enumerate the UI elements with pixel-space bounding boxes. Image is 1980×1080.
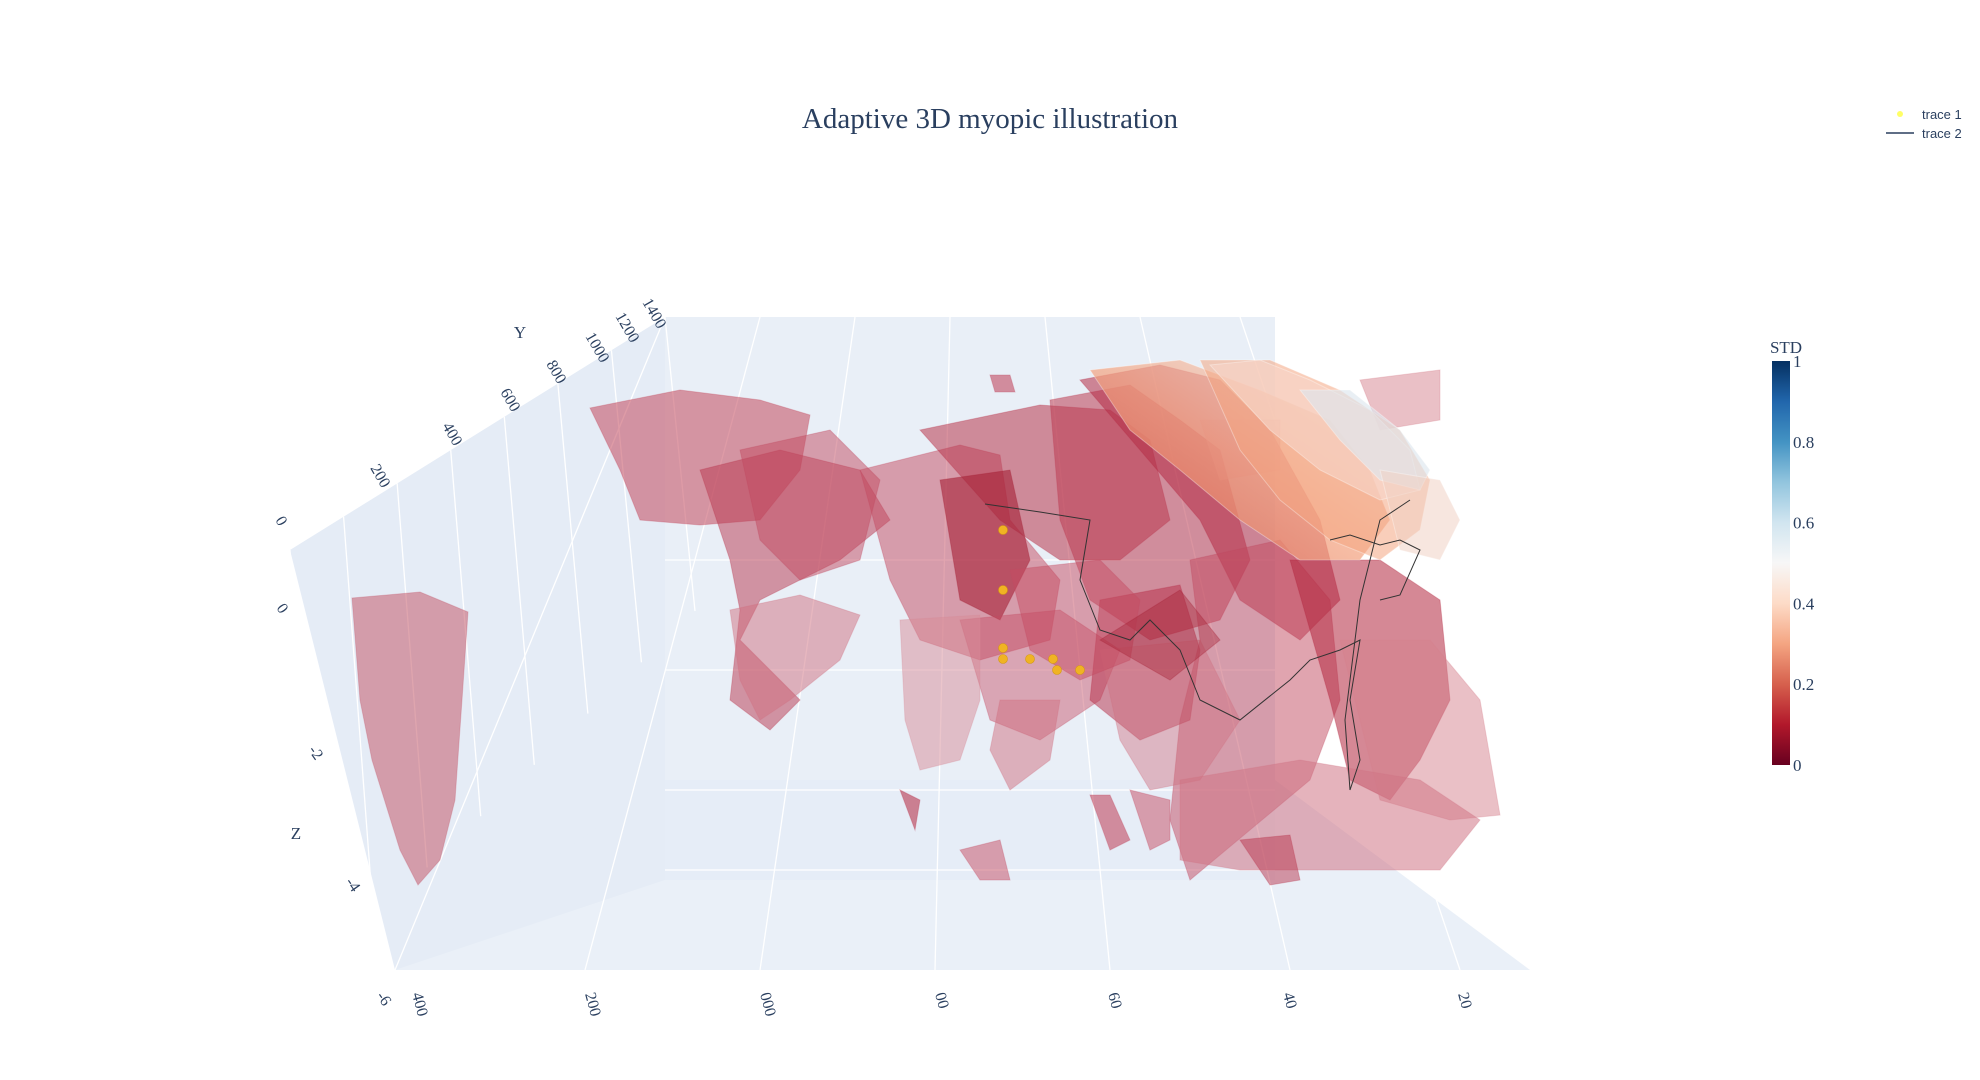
x-tick-label: 000 <box>756 991 779 1019</box>
trace-1-point <box>998 643 1008 653</box>
colorbar-ticks: 0 0.2 0.4 0.6 0.8 1 <box>1793 352 1815 775</box>
legend[interactable]: trace 1 trace 2 <box>1886 107 1962 141</box>
x-tick-label: 40 <box>1279 991 1300 1011</box>
legend-label-trace-1: trace 1 <box>1922 107 1962 122</box>
trace-1-point <box>998 525 1008 535</box>
trace-1-point <box>1052 665 1062 675</box>
isosurface-patch-3 <box>729 594 861 721</box>
y-tick-label: 0 <box>272 514 291 529</box>
legend-marker-icon <box>1897 111 1903 117</box>
isosurface-patch-27 <box>989 374 1016 393</box>
isosurface-patch-19 <box>739 429 881 581</box>
z-axis-title: Z <box>291 824 301 843</box>
trace-1-markers <box>998 525 1085 675</box>
isosurface-patch-17 <box>899 614 981 771</box>
colorbar-tick-label: 0.8 <box>1793 433 1814 452</box>
isosurface-patch-23 <box>1129 789 1171 851</box>
x-axis-ticks: 400 200 000 00 60 40 20 <box>408 991 1475 1019</box>
isosurface-warm-patch-4 <box>1379 469 1461 561</box>
x-tick-label: 20 <box>1454 991 1475 1011</box>
isosurface-patch-22 <box>1089 794 1131 851</box>
y-axis-title: Y <box>514 323 526 342</box>
colorbar-gradient <box>1772 361 1790 765</box>
x-tick-label: 200 <box>581 991 604 1019</box>
chart-title: Adaptive 3D myopic illustration <box>802 103 1179 135</box>
z-tick-label: -4 <box>342 875 364 896</box>
z-tick-label: -2 <box>305 743 327 764</box>
z-tick-label: -6 <box>373 989 395 1010</box>
trace-1-point <box>998 654 1008 664</box>
grid-line-y-6 <box>610 350 643 663</box>
colorbar-tick-label: 0.6 <box>1793 514 1814 533</box>
legend-item-trace-2[interactable]: trace 2 <box>1886 126 1962 141</box>
y-tick-label: 200 <box>367 462 394 491</box>
z-tick-label: 0 <box>273 601 292 617</box>
x-tick-label: 60 <box>1104 991 1125 1011</box>
colorbar-tick-label: 0.2 <box>1793 675 1814 694</box>
isosurface-patch-18 <box>1009 559 1141 681</box>
legend-item-trace-1[interactable]: trace 1 <box>1897 107 1962 122</box>
trace-1-point <box>1048 654 1058 664</box>
colorbar-tick-label: 1 <box>1793 352 1802 371</box>
colorbar: STD 0 0.2 0.4 0.6 0.8 1 <box>1770 338 1815 775</box>
isosurface-volume <box>351 359 1501 886</box>
left-wall <box>290 317 665 970</box>
grid-line-y-1 <box>342 516 375 919</box>
isosurface-patch-25 <box>959 839 1011 881</box>
isosurface-patch-8 <box>989 699 1061 791</box>
legend-label-trace-2: trace 2 <box>1922 126 1962 141</box>
x-tick-label: 00 <box>931 991 952 1011</box>
colorbar-tick-label: 0.4 <box>1793 594 1815 613</box>
trace-1-point <box>1075 665 1085 675</box>
isosurface-patch-24 <box>899 788 921 832</box>
trace-1-point <box>998 585 1008 595</box>
isosurface-patch-16 <box>1099 639 1241 791</box>
grid-line-y-0 <box>289 549 321 971</box>
colorbar-tick-label: 0 <box>1793 756 1802 775</box>
trace-2-path-segment <box>1329 534 1421 601</box>
isosurface-patch-0 <box>351 591 469 886</box>
grid-line-y-5 <box>557 383 589 714</box>
trace-2-line <box>984 499 1421 791</box>
isosurface-patch-26 <box>1239 834 1301 886</box>
grid-line-y-4 <box>503 416 535 765</box>
x-tick-label: 400 <box>408 991 431 1019</box>
trace-2-path <box>984 499 1411 791</box>
colorbar-title: STD <box>1770 338 1802 357</box>
trace-1-point <box>1025 654 1035 664</box>
isosurface-patch-28 <box>1099 589 1221 681</box>
